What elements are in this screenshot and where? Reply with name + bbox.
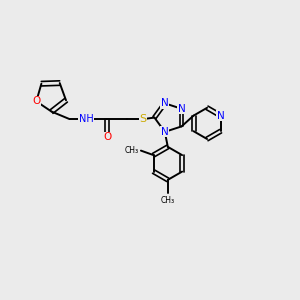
- Text: N: N: [217, 111, 224, 121]
- Text: O: O: [32, 96, 41, 106]
- Text: N: N: [178, 104, 185, 114]
- Text: NH: NH: [79, 114, 93, 124]
- Text: O: O: [103, 132, 111, 142]
- Text: CH₃: CH₃: [161, 196, 175, 205]
- Text: CH₃: CH₃: [124, 146, 139, 155]
- Text: N: N: [161, 98, 169, 108]
- Text: S: S: [140, 114, 147, 124]
- Text: N: N: [161, 127, 169, 137]
